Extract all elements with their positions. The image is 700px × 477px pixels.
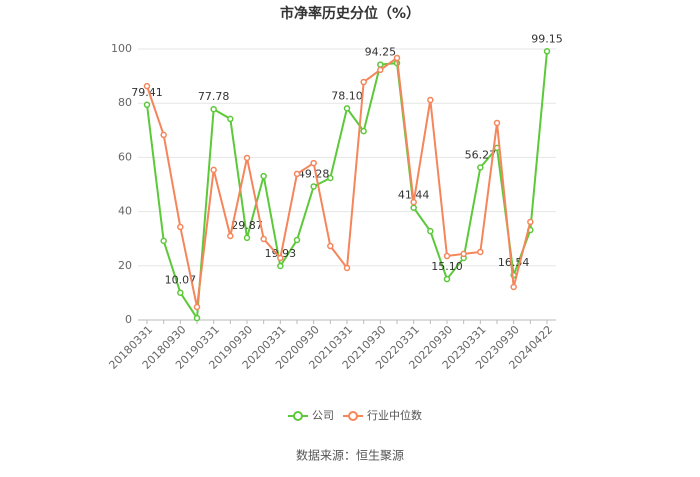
point bbox=[427, 96, 434, 104]
point bbox=[427, 227, 434, 235]
point bbox=[227, 232, 234, 240]
y-tick-label: 0 bbox=[125, 313, 132, 326]
data-label: 94.25 bbox=[365, 46, 397, 59]
point bbox=[377, 61, 384, 68]
point bbox=[160, 131, 167, 139]
legend-label: 行业中位数 bbox=[367, 408, 422, 422]
point bbox=[243, 234, 251, 242]
point bbox=[310, 183, 317, 190]
y-tick-label: 80 bbox=[118, 96, 132, 109]
point bbox=[210, 166, 217, 174]
point bbox=[360, 78, 367, 86]
data-label: 77.78 bbox=[198, 90, 230, 103]
point bbox=[177, 289, 184, 296]
point bbox=[410, 198, 417, 206]
data-label: 49.28 bbox=[298, 167, 330, 180]
point bbox=[477, 164, 484, 171]
point bbox=[343, 105, 351, 112]
point bbox=[443, 275, 451, 283]
point bbox=[143, 101, 151, 109]
legend-marker bbox=[293, 411, 303, 421]
point bbox=[327, 242, 334, 250]
y-tick-label: 20 bbox=[118, 259, 132, 272]
data-label: 10.07 bbox=[165, 274, 197, 287]
point bbox=[393, 54, 401, 62]
point bbox=[377, 66, 384, 74]
point bbox=[260, 172, 267, 180]
point bbox=[293, 236, 301, 244]
legend-label: 公司 bbox=[312, 409, 334, 422]
data-label: 16.54 bbox=[498, 256, 530, 269]
point bbox=[360, 127, 367, 135]
data-label: 99.15 bbox=[531, 32, 563, 45]
source: 数据来源：恒生聚源 bbox=[296, 448, 404, 463]
point bbox=[310, 159, 317, 167]
point bbox=[193, 314, 201, 322]
point bbox=[260, 235, 267, 243]
point bbox=[243, 154, 251, 162]
y-tick-label: 60 bbox=[118, 150, 132, 163]
point bbox=[543, 48, 551, 55]
point bbox=[293, 170, 301, 178]
point bbox=[327, 174, 334, 182]
data-label: 78.10 bbox=[331, 89, 363, 102]
point bbox=[343, 264, 351, 272]
legend-marker bbox=[348, 411, 358, 421]
point bbox=[160, 237, 167, 245]
y-tick-label: 40 bbox=[118, 205, 132, 218]
chart-title: 市净率历史分位（%） bbox=[280, 5, 420, 22]
point bbox=[410, 204, 417, 211]
point bbox=[510, 283, 517, 291]
point bbox=[277, 262, 284, 270]
point bbox=[493, 119, 501, 127]
point bbox=[460, 250, 467, 258]
point bbox=[177, 223, 184, 231]
data-label: 29.87 bbox=[231, 219, 263, 232]
point bbox=[210, 105, 217, 113]
point bbox=[527, 218, 534, 226]
point bbox=[277, 254, 284, 262]
point bbox=[443, 252, 451, 260]
point bbox=[477, 248, 484, 256]
point bbox=[227, 115, 234, 123]
data-label: 15.10 bbox=[431, 260, 463, 273]
point bbox=[193, 303, 201, 311]
data-label: 56.27 bbox=[465, 149, 497, 162]
data-label: 79.41 bbox=[131, 86, 163, 99]
point bbox=[143, 82, 151, 90]
y-tick-label: 100 bbox=[111, 42, 132, 55]
